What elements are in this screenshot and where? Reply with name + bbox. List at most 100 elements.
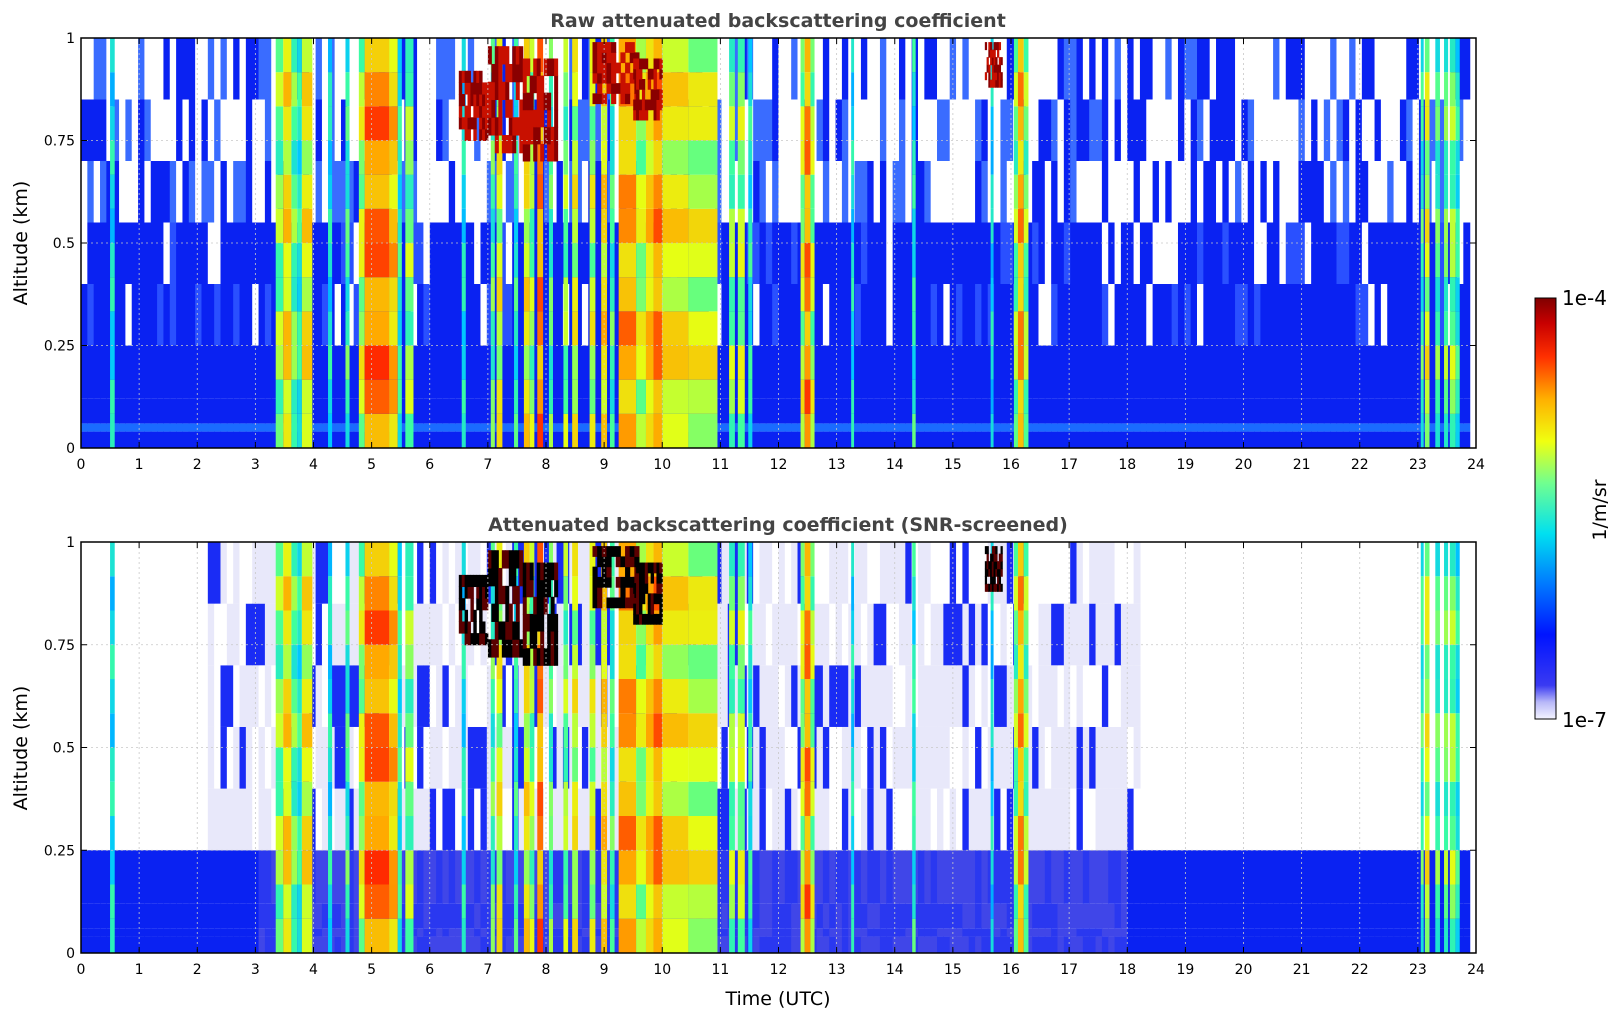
heatmap-cell: [1235, 99, 1242, 161]
signal-column: [688, 140, 718, 175]
signal-column: [364, 816, 390, 851]
signal-column: [563, 72, 569, 107]
heatmap-cell: [531, 665, 539, 727]
heatmap-cell: [918, 398, 925, 424]
heatmap-cell: [1437, 38, 1445, 100]
dense-cloud-cell: [512, 117, 517, 136]
heatmap-cell: [822, 542, 830, 604]
heatmap-cell: [1197, 345, 1204, 399]
heatmap-cell: [1431, 928, 1439, 937]
heatmap-cell: [93, 284, 101, 346]
heatmap-cell: [207, 603, 215, 666]
heatmap-cell: [594, 726, 602, 789]
heatmap-cell: [918, 850, 925, 904]
heatmap-cell: [835, 222, 843, 284]
signal-column: [618, 243, 637, 278]
heatmap-cell: [924, 431, 932, 448]
heatmap-cell: [245, 665, 253, 727]
heatmap-cell: [1266, 423, 1274, 432]
heatmap-cell: [1330, 928, 1338, 937]
heatmap-cell: [429, 222, 437, 284]
heatmap-cell: [734, 99, 742, 161]
heatmap-cell: [93, 423, 101, 432]
signal-column: [729, 243, 735, 278]
heatmap-cell: [125, 423, 133, 432]
signal-column: [490, 243, 495, 278]
dense-cloud-cell: [487, 117, 492, 136]
heatmap-cell: [1323, 99, 1331, 161]
heatmap-cell: [1298, 936, 1306, 953]
heatmap-cell: [1038, 99, 1046, 161]
heatmap-cell: [1361, 423, 1369, 432]
heatmap-cell: [87, 423, 95, 432]
dense-cloud-cell: [611, 52, 617, 64]
heatmap-cell: [93, 903, 101, 929]
dense-cloud-cell: [988, 64, 991, 73]
heatmap-cell: [1095, 665, 1103, 727]
signal-column: [1435, 38, 1440, 73]
dense-cloud-cell: [639, 99, 643, 111]
signal-column: [328, 918, 333, 953]
heatmap-cell: [1101, 726, 1109, 789]
heatmap-cell: [1165, 284, 1173, 346]
heatmap-cell: [994, 928, 1002, 937]
dense-cloud-cell: [629, 72, 635, 84]
signal-column: [1013, 277, 1018, 312]
heatmap-cell: [1070, 398, 1078, 424]
heatmap-cell: [100, 345, 107, 399]
dense-cloud-cell: [536, 92, 541, 111]
heatmap-cell: [340, 903, 348, 929]
signal-column: [609, 174, 615, 209]
heatmap-cell: [480, 398, 488, 424]
signal-column: [301, 208, 313, 243]
signal-column: [609, 918, 615, 953]
heatmap-cell: [87, 38, 95, 100]
heatmap-cell: [879, 542, 887, 604]
signal-column: [397, 345, 402, 380]
heatmap-cell: [271, 423, 279, 432]
signal-column: [389, 243, 398, 278]
heatmap-cell: [150, 928, 158, 937]
heatmap-cell: [1399, 99, 1407, 161]
heatmap-cell: [1089, 542, 1097, 604]
signal-column: [662, 816, 689, 851]
heatmap-cell: [937, 665, 944, 727]
heatmap-cell: [410, 850, 418, 904]
heatmap-cell: [1025, 398, 1033, 424]
signal-column: [645, 106, 654, 141]
signal-column: [1023, 208, 1029, 243]
heatmap-cell: [943, 398, 951, 424]
heatmap-cell: [1165, 928, 1173, 937]
heatmap-cell: [233, 542, 241, 604]
heatmap-cell: [613, 161, 621, 223]
dense-cloud-cell: [988, 72, 991, 81]
heatmap-cell: [1063, 850, 1071, 904]
dense-cloud-cell: [482, 82, 486, 95]
heatmap-cell: [1311, 423, 1319, 432]
heatmap-cell: [1051, 161, 1059, 223]
dense-cloud-cell: [998, 79, 1002, 88]
heatmap-cell: [829, 222, 837, 284]
heatmap-cell: [410, 38, 418, 100]
heatmap-cell: [1127, 431, 1135, 448]
signal-column: [688, 576, 718, 611]
heatmap-cell: [1311, 161, 1319, 223]
heatmap-cell: [854, 603, 862, 666]
heatmap-cell: [791, 603, 799, 666]
heatmap-cell: [1431, 38, 1439, 100]
signal-column: [589, 72, 596, 107]
dense-cloud-cell: [461, 117, 466, 130]
signal-column: [110, 38, 115, 73]
signal-column: [297, 413, 302, 448]
heatmap-cell: [594, 222, 602, 284]
heatmap-cell: [1368, 928, 1376, 937]
signal-column: [609, 208, 615, 243]
signal-column: [653, 781, 663, 816]
heatmap-cell: [201, 903, 209, 929]
heatmap-cell: [1399, 850, 1407, 904]
heatmap-cell: [1235, 284, 1242, 346]
heatmap-cell: [448, 431, 456, 448]
signal-column: [275, 747, 284, 782]
signal-column: [662, 413, 689, 448]
heatmap-cell: [1006, 222, 1014, 284]
